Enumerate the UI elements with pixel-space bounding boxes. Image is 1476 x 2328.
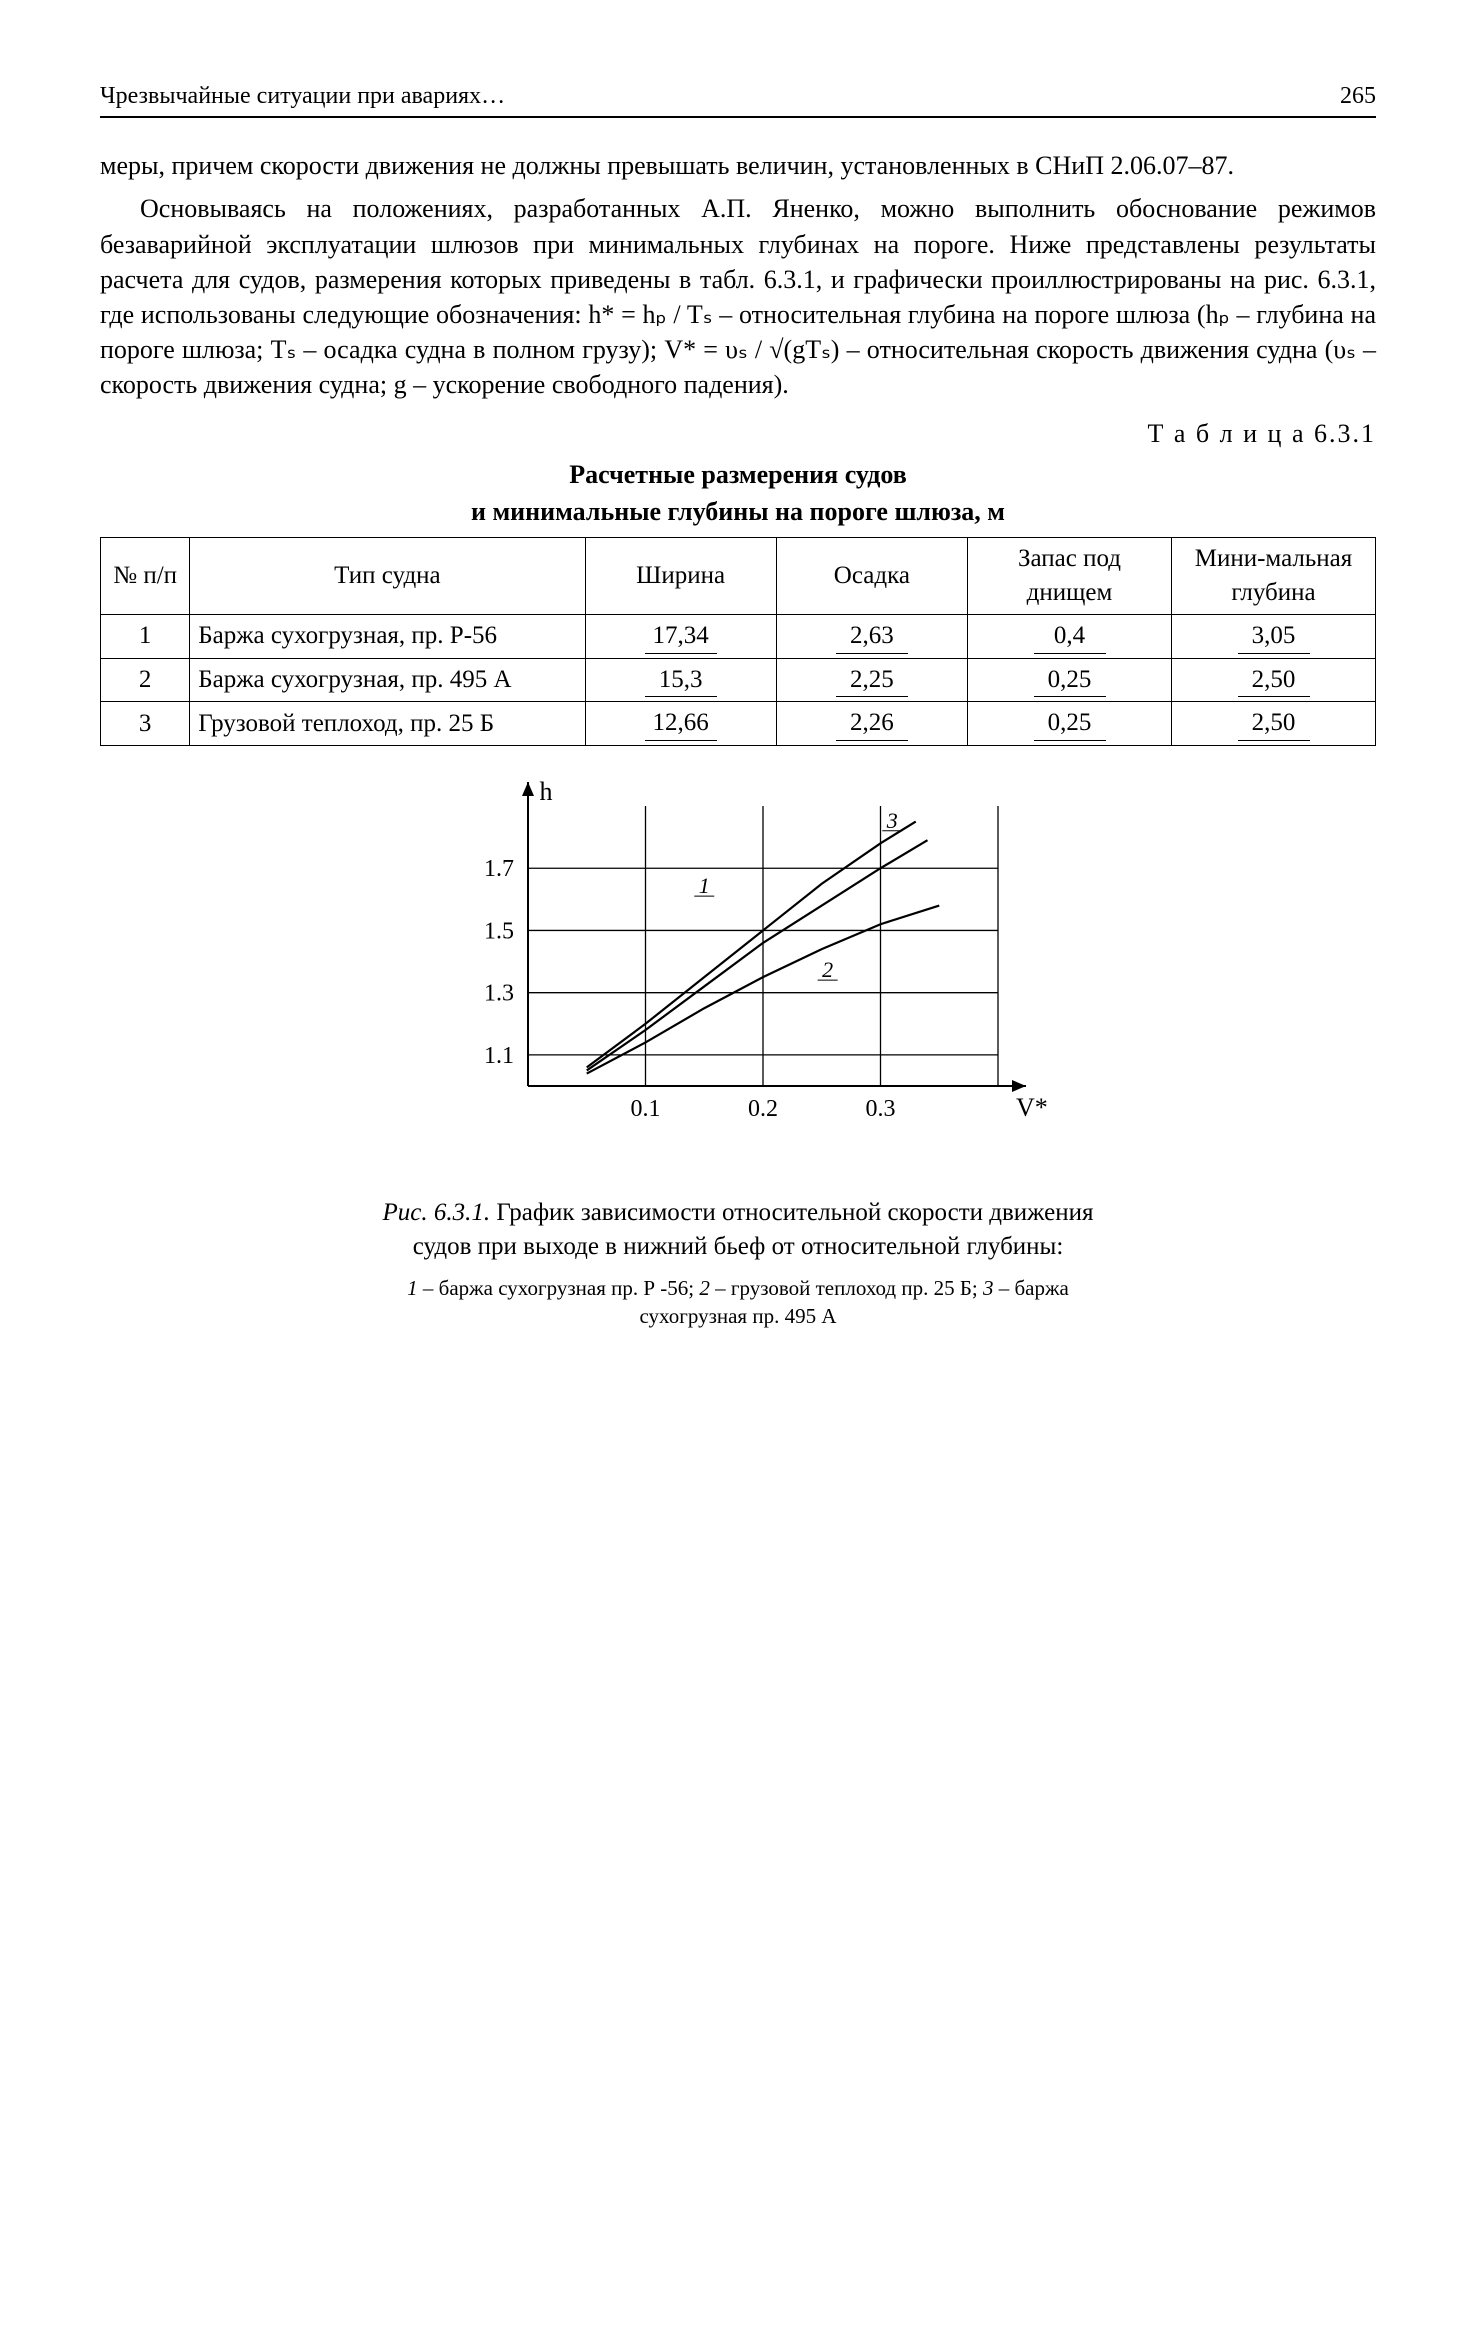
table-col-header: № п/п	[101, 538, 190, 615]
table-title-2: и минимальные глубины на пороге шлюза, м	[100, 494, 1376, 529]
svg-text:0.2: 0.2	[748, 1096, 778, 1122]
table-header-row: № п/пТип суднаШиринаОсадкаЗапас под днищ…	[101, 538, 1376, 615]
paragraph-1: меры, причем скорости движения не должны…	[100, 148, 1376, 183]
svg-text:2: 2	[822, 957, 833, 982]
svg-text:1.1: 1.1	[484, 1043, 514, 1069]
table-cell: 0,25	[968, 658, 1172, 702]
svg-text:h: h	[540, 777, 553, 806]
table-row: 3Грузовой теплоход, пр. 25 Б12,662,260,2…	[101, 702, 1376, 746]
table-row: 2Баржа сухогрузная, пр. 495 А15,32,250,2…	[101, 658, 1376, 702]
svg-text:V*: V*	[1016, 1093, 1048, 1122]
table-col-header: Осадка	[776, 538, 967, 615]
header-left: Чрезвычайные ситуации при авариях…	[100, 80, 505, 112]
table-cell: 0,4	[968, 614, 1172, 658]
chart-container: 1.1 1.3 1.5 1.7 0.1 0.2 0.3 h V* 1 2 3	[100, 776, 1376, 1176]
table-col-header: Запас под днищем	[968, 538, 1172, 615]
figure-label: Рис. 6.3.1.	[383, 1199, 491, 1226]
table-cell: 17,34	[585, 614, 776, 658]
table-row: 1Баржа сухогрузная, пр. Р-5617,342,630,4…	[101, 614, 1376, 658]
table-body: 1Баржа сухогрузная, пр. Р-5617,342,630,4…	[101, 614, 1376, 745]
table-label: Т а б л и ц а 6.3.1	[100, 416, 1376, 451]
table-cell: Баржа сухогрузная, пр. Р-56	[190, 614, 585, 658]
figure-legend-text: 1 – баржа сухогрузная пр. Р -56; 2 – гру…	[407, 1276, 1069, 1328]
table-cell: 15,3	[585, 658, 776, 702]
line-chart: 1.1 1.3 1.5 1.7 0.1 0.2 0.3 h V* 1 2 3	[418, 776, 1058, 1176]
table-title-1: Расчетные размерения судов	[100, 457, 1376, 492]
svg-text:0.3: 0.3	[866, 1096, 896, 1122]
table-cell: 2,50	[1172, 702, 1376, 746]
table-cell: 12,66	[585, 702, 776, 746]
table-cell: 3,05	[1172, 614, 1376, 658]
figure-caption: Рис. 6.3.1. График зависимости относител…	[358, 1196, 1118, 1264]
svg-text:1.5: 1.5	[484, 919, 514, 945]
table-col-header: Тип судна	[190, 538, 585, 615]
table-cell: 2,25	[776, 658, 967, 702]
figure-caption-text: График зависимости относительной скорост…	[413, 1199, 1094, 1260]
table-cell: Баржа сухогрузная, пр. 495 А	[190, 658, 585, 702]
svg-text:3: 3	[886, 808, 898, 833]
table-cell: 3	[101, 702, 190, 746]
table-cell: 2,26	[776, 702, 967, 746]
paragraph-2: Основываясь на положениях, разработанных…	[100, 191, 1376, 402]
table-col-header: Мини-мальная глубина	[1172, 538, 1376, 615]
table-cell: 2,50	[1172, 658, 1376, 702]
table-cell: Грузовой теплоход, пр. 25 Б	[190, 702, 585, 746]
svg-text:1: 1	[699, 873, 710, 898]
table-cell: 2,63	[776, 614, 967, 658]
page-number: 265	[1340, 80, 1376, 112]
table-cell: 0,25	[968, 702, 1172, 746]
svg-text:0.1: 0.1	[631, 1096, 661, 1122]
table-cell: 1	[101, 614, 190, 658]
data-table: № п/пТип суднаШиринаОсадкаЗапас под днищ…	[100, 537, 1376, 746]
svg-text:1.7: 1.7	[484, 856, 514, 882]
svg-text:1.3: 1.3	[484, 981, 514, 1007]
table-col-header: Ширина	[585, 538, 776, 615]
figure-legend: 1 – баржа сухогрузная пр. Р -56; 2 – гру…	[358, 1274, 1118, 1331]
page-header: Чрезвычайные ситуации при авариях… 265	[100, 80, 1376, 118]
table-cell: 2	[101, 658, 190, 702]
